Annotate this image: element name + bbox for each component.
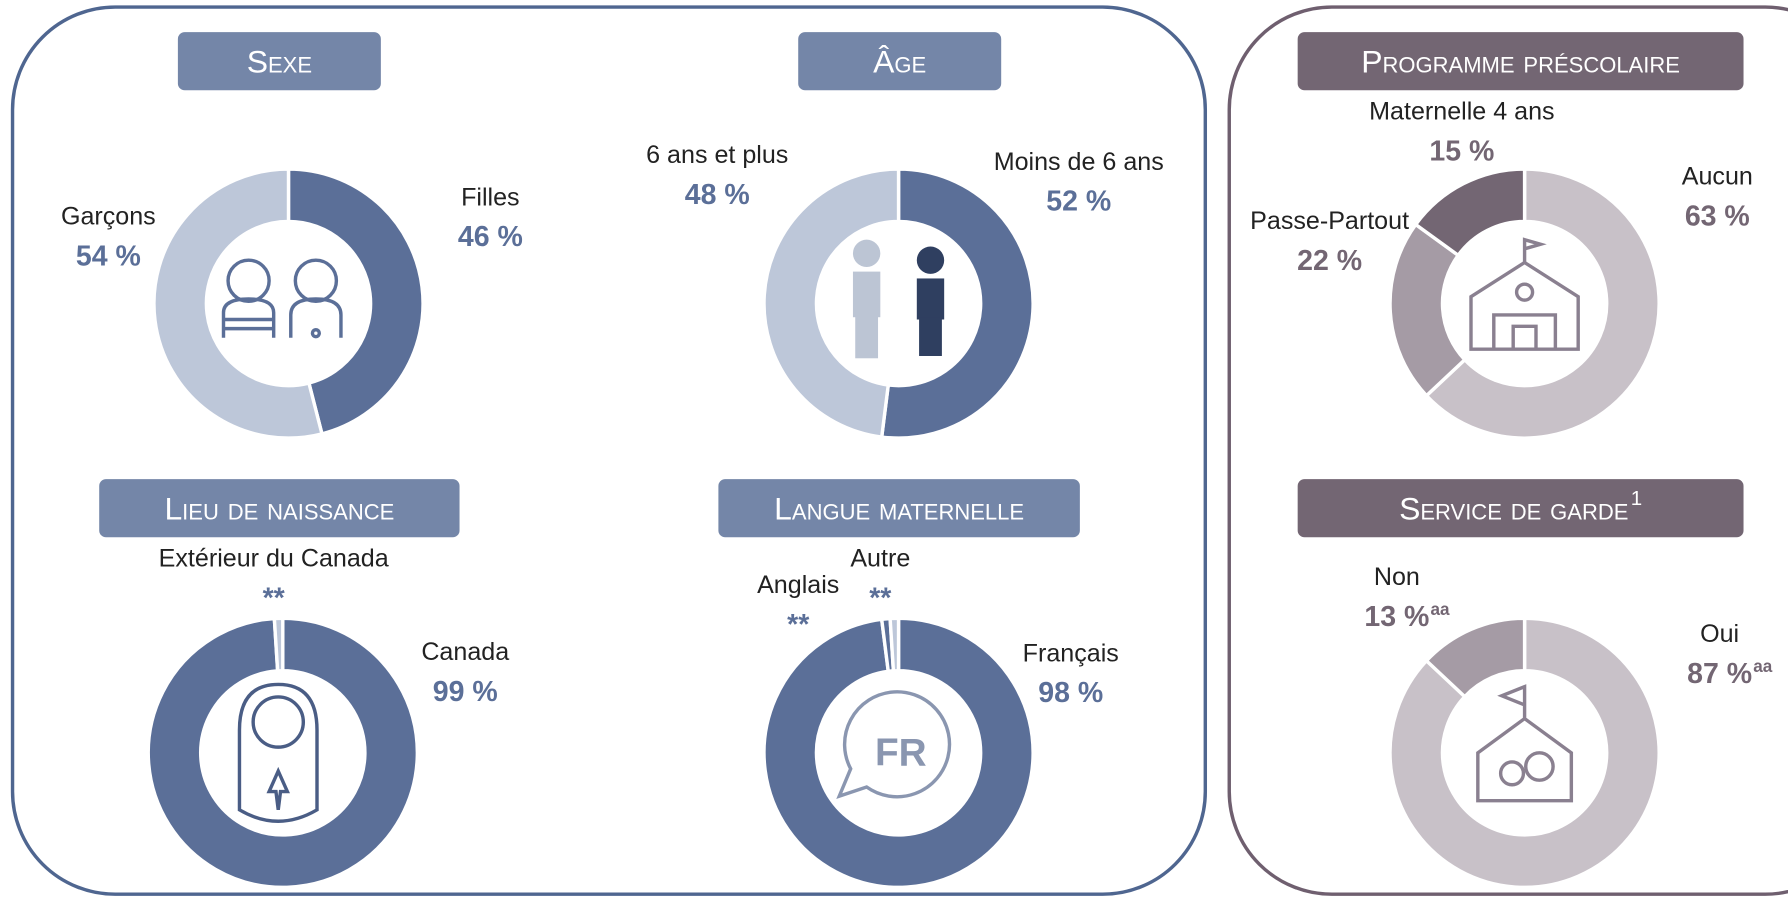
age-icon	[852, 239, 945, 359]
slice-label: Passe-Partout	[1250, 207, 1409, 235]
panel-demographics	[10, 5, 1208, 896]
slice-value: 22 %	[1297, 245, 1362, 277]
donut-slice	[146, 616, 420, 890]
slice-value: 54 %	[76, 240, 141, 272]
donut-slice	[888, 616, 901, 673]
donut-slice	[1424, 616, 1527, 700]
slice-label: Filles	[461, 183, 520, 211]
slice-label: Garçons	[61, 203, 156, 231]
slice-label: Moins de 6 ans	[994, 148, 1164, 176]
donut-slice	[879, 167, 1035, 440]
slice-value: 63 %	[1685, 201, 1750, 233]
chart-title: Service de garde	[1399, 491, 1628, 527]
slice-label: Autre	[850, 545, 910, 573]
icon-glyph: FR	[875, 731, 927, 774]
header-box	[798, 32, 1002, 91]
donut-slice	[1388, 616, 1661, 890]
panel-services	[1227, 5, 1788, 896]
slice-value: 52 %	[1046, 186, 1111, 218]
header-box	[1297, 32, 1744, 91]
chart-title: Âge	[873, 44, 926, 80]
language-icon: FR	[836, 690, 952, 799]
donut-slice	[762, 167, 901, 439]
icons: FR	[221, 237, 1580, 823]
baby-icon	[237, 682, 319, 823]
donut-slice	[152, 167, 325, 440]
header-box	[99, 479, 460, 538]
donut-slice	[762, 616, 1035, 890]
value-note: aa	[1430, 600, 1450, 619]
slice-label: Oui	[1700, 620, 1739, 648]
slice-label: Maternelle 4 ans	[1369, 98, 1554, 126]
title-note: 1	[1631, 487, 1642, 510]
chart-title: Lieu de naissance	[164, 491, 394, 527]
slice-label: Anglais	[757, 571, 839, 599]
slice-label: Non	[1374, 563, 1420, 591]
chart-title: Programme préscolaire	[1361, 44, 1680, 80]
slice-value: 46 %	[458, 221, 523, 253]
slice-label: Canada	[421, 638, 509, 666]
slice-value: **	[787, 609, 810, 641]
header-box	[718, 479, 1080, 538]
donut-slice	[286, 167, 425, 436]
slice-label: Français	[1023, 639, 1119, 667]
slice-value: 13 %	[1364, 601, 1429, 633]
slice-label: Aucun	[1682, 163, 1753, 191]
donut-slice	[272, 616, 285, 673]
chart-title: Sexe	[247, 44, 312, 80]
slice-value: **	[263, 583, 286, 615]
slice-label: Extérieur du Canada	[159, 545, 389, 573]
slice-value: 87 %	[1687, 658, 1752, 690]
value-note: aa	[1753, 657, 1773, 676]
chart-title: Langue maternelle	[774, 491, 1024, 527]
daycare-icon	[1476, 684, 1574, 803]
slice-value: **	[869, 583, 892, 615]
slice-value: 99 %	[433, 676, 498, 708]
school-icon	[1469, 237, 1580, 351]
header-box	[1297, 479, 1744, 538]
slice-value: 98 %	[1038, 677, 1103, 709]
slice-value: 15 %	[1429, 136, 1494, 168]
slice-value: 48 %	[685, 179, 750, 211]
donut-slice	[1413, 167, 1527, 258]
donut-slice	[1424, 167, 1661, 440]
children-icon	[221, 258, 343, 339]
header-box	[177, 32, 381, 91]
slice-label: 6 ans et plus	[646, 141, 788, 169]
